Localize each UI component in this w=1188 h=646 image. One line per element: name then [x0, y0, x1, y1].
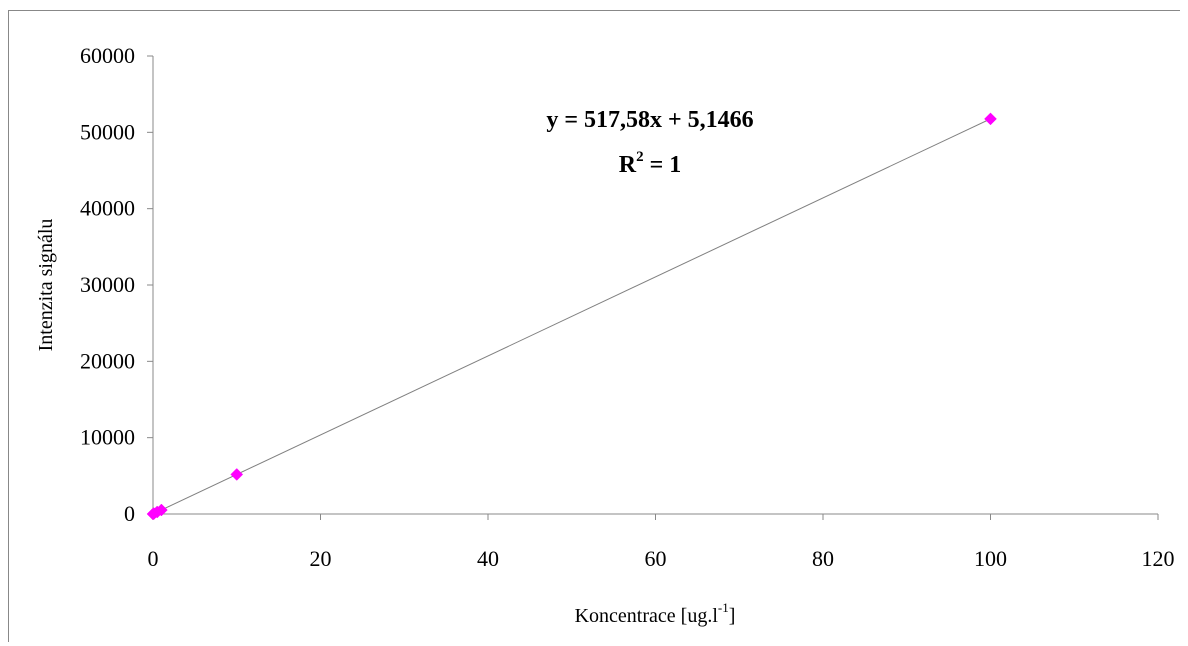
- x-tick-label: 0: [148, 546, 159, 571]
- x-tick-label: 100: [974, 546, 1007, 571]
- trendline: [152, 118, 991, 515]
- x-axis-ticks: 0 20 40 60 80 100 120: [148, 514, 1175, 571]
- x-tick-label: 80: [812, 546, 834, 571]
- y-tick-label: 40000: [80, 196, 135, 221]
- y-tick-label: 50000: [80, 119, 135, 144]
- data-point: [984, 112, 997, 126]
- r-squared-symbol: R: [619, 152, 637, 178]
- x-tick-label: 60: [645, 546, 667, 571]
- x-axis-title-superscript: -1: [718, 600, 729, 615]
- x-axis-title: Koncentrace [ug.l-1]: [575, 600, 736, 627]
- r-squared-label: R2 = 1: [619, 149, 682, 178]
- data-points: [146, 112, 997, 521]
- y-tick-label: 30000: [80, 272, 135, 297]
- y-tick-label: 60000: [80, 43, 135, 68]
- x-axis-title-end: ]: [729, 605, 736, 627]
- x-tick-label: 40: [477, 546, 499, 571]
- y-tick-label: 0: [124, 501, 135, 526]
- x-tick-label: 120: [1142, 546, 1175, 571]
- r-squared-value: = 1: [644, 152, 682, 178]
- trendline-group: [152, 118, 991, 515]
- data-point: [155, 503, 168, 517]
- y-tick-label: 20000: [80, 348, 135, 373]
- y-tick-label: 10000: [80, 425, 135, 450]
- x-axis-title-main: Koncentrace [ug.l: [575, 605, 719, 627]
- chart-frame: [8, 10, 1180, 642]
- y-axis-ticks: 0 10000 20000 30000 40000 50000 60000: [80, 43, 153, 526]
- trendline-equation: y = 517,58x + 5,1466: [546, 107, 753, 133]
- r-squared-superscript: 2: [636, 149, 644, 165]
- x-tick-label: 20: [310, 546, 332, 571]
- y-axis-title: Intenzita signálu: [35, 219, 57, 352]
- data-point: [230, 468, 244, 481]
